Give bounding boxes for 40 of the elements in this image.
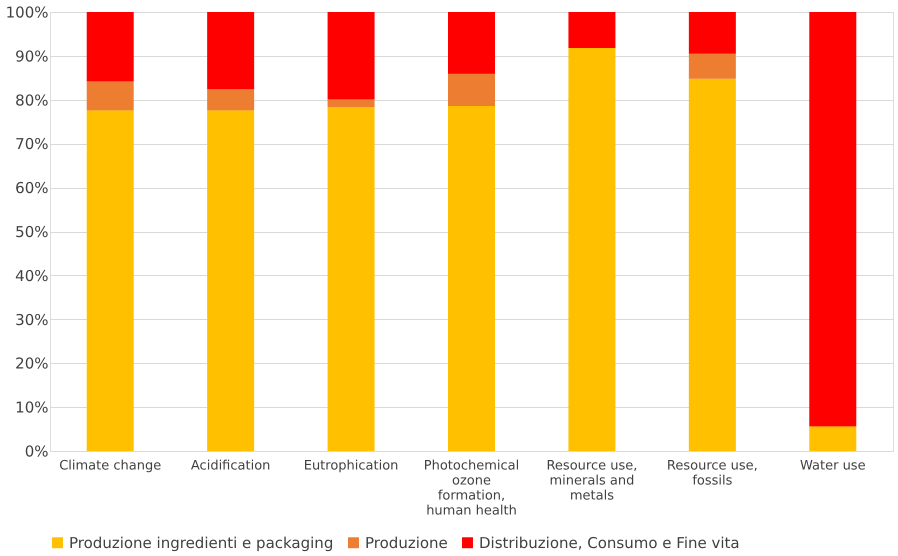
x-tick-label: Photochemical ozone formation, human health — [424, 458, 520, 518]
bar — [688, 54, 736, 79]
y-tick-label: 30% — [15, 310, 48, 329]
y-tick-label: 40% — [15, 266, 48, 285]
bar — [688, 78, 736, 451]
y-tick-label: 20% — [15, 354, 48, 373]
bar — [568, 48, 616, 451]
bar — [328, 107, 375, 451]
bar — [207, 12, 254, 90]
y-tick-label: 10% — [15, 398, 48, 417]
y-tick-label: 50% — [15, 223, 48, 241]
bar — [448, 12, 495, 74]
bar — [207, 110, 254, 451]
legend-label: Produzione ingredienti e packaging — [69, 534, 334, 552]
bar — [328, 12, 375, 100]
bar — [448, 106, 495, 451]
x-tick-label: Eutrophication — [304, 458, 398, 474]
bar — [207, 89, 254, 110]
legend-label: Produzione — [365, 534, 448, 552]
bar — [809, 12, 856, 426]
bar — [809, 426, 856, 451]
bar — [688, 12, 736, 54]
bar — [328, 99, 375, 108]
bar — [86, 110, 134, 451]
y-tick-label: 90% — [15, 47, 48, 66]
x-tick-label: Resource use, minerals and metals — [546, 458, 638, 504]
x-tick-label: Climate change — [59, 458, 162, 474]
x-tick-label: Acidification — [190, 458, 270, 474]
x-tick-label: Resource use, fossils — [666, 458, 758, 488]
y-tick-label: 60% — [15, 179, 48, 198]
x-tick-label: Water use — [800, 458, 866, 474]
legend-label: Distribuzione, Consumo e Fine vita — [479, 534, 740, 552]
y-tick-label: 80% — [15, 91, 48, 110]
bar — [86, 12, 134, 82]
bar — [86, 81, 134, 110]
bar — [448, 74, 495, 106]
y-tick-label: 70% — [15, 135, 48, 154]
y-tick-label: 0% — [24, 442, 48, 460]
bar — [568, 12, 616, 48]
y-tick-label: 100% — [6, 4, 48, 22]
